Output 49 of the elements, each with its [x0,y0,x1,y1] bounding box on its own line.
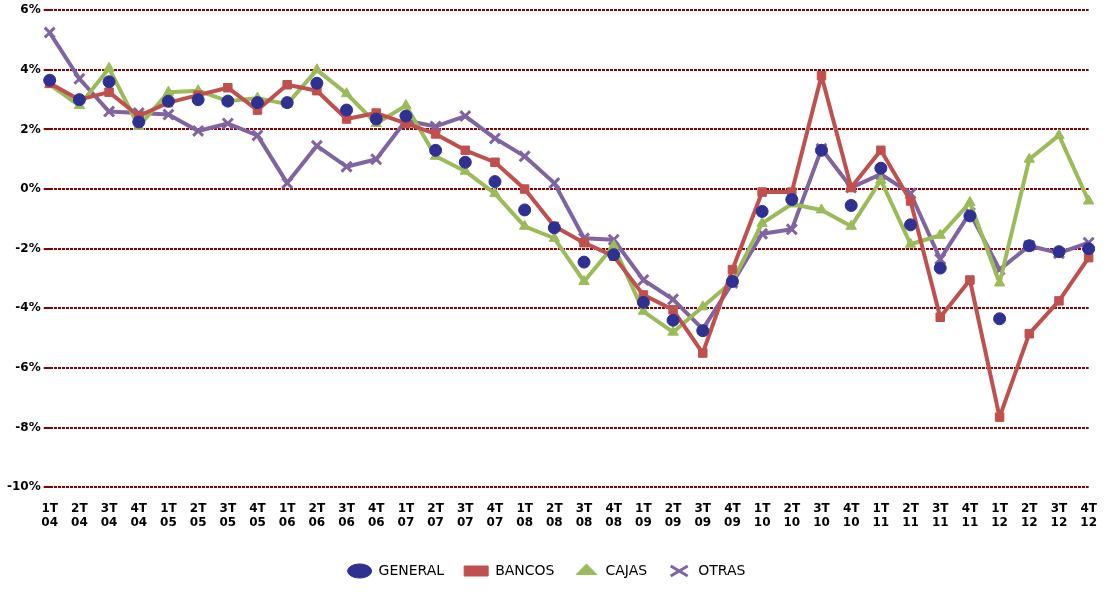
x-tick-label: 3T 12 [1050,500,1069,529]
x-tick-label: 2T 06 [308,500,326,529]
x-tick-label: 2T 07 [427,500,445,529]
x-tick-label: 4T 12 [1080,500,1098,529]
x-tick-label: 1T 10 [753,500,772,529]
legend-label: CAJAS [605,561,648,578]
legend-label: BANCOS [495,561,555,578]
y-tick-label: 6% [20,2,41,17]
y-tick-label: -6% [15,360,41,375]
x-tick-label: 1T 04 [41,500,59,529]
x-tick-label: 3T 04 [100,500,119,529]
x-tick-label: 1T 07 [397,500,415,529]
y-tick-label: 4% [20,61,41,76]
x-tick-label: 2T 09 [664,500,683,529]
y-tick-label: -8% [15,419,41,434]
x-tick-label: 4T 05 [249,500,267,529]
x-tick-label: 1T 09 [635,500,653,529]
x-tick-label: 3T 06 [338,500,356,529]
x-tick-label: 4T 06 [367,500,386,529]
x-tick-label: 3T 11 [931,500,950,529]
x-tick-label: 3T 10 [813,500,831,529]
x-tick-label: 1T 11 [872,500,890,529]
x-tick-label: 2T 04 [71,500,89,529]
y-tick-label: -2% [15,240,41,255]
x-tick-label: 1T 06 [278,500,297,529]
x-tick-label: 1T 05 [160,500,178,529]
y-tick-label: 0% [20,181,41,196]
x-tick-label: 2T 10 [783,500,801,529]
x-tick-label: 4T 04 [130,500,148,529]
y-tick-label: 2% [20,121,41,136]
x-tick-label: 4T 10 [842,500,861,529]
x-tick-label: 2T 11 [902,500,920,529]
x-tick-label: 3T 09 [694,500,712,529]
x-tick-label: 3T 05 [219,500,237,529]
x-tick-label: 3T 07 [456,500,475,529]
legend-label: GENERAL [378,561,445,578]
x-tick-label: 4T 11 [961,500,979,529]
x-tick-label: 1T 08 [516,500,534,529]
y-tick-label: -4% [15,300,41,315]
x-tick-label: 4T 08 [605,500,623,529]
x-tick-label: 4T 09 [724,500,742,529]
x-tick-label: 4T 07 [486,500,505,529]
x-tick-label: 1T 12 [991,500,1009,529]
legend-label: OTRAS [698,561,746,578]
x-tick-label: 3T 08 [575,500,594,529]
x-tick-label: 2T 12 [1020,500,1039,529]
x-tick-label: 2T 05 [189,500,208,529]
x-tick-label: 2T 08 [545,500,564,529]
y-tick-label: -10% [7,479,41,494]
